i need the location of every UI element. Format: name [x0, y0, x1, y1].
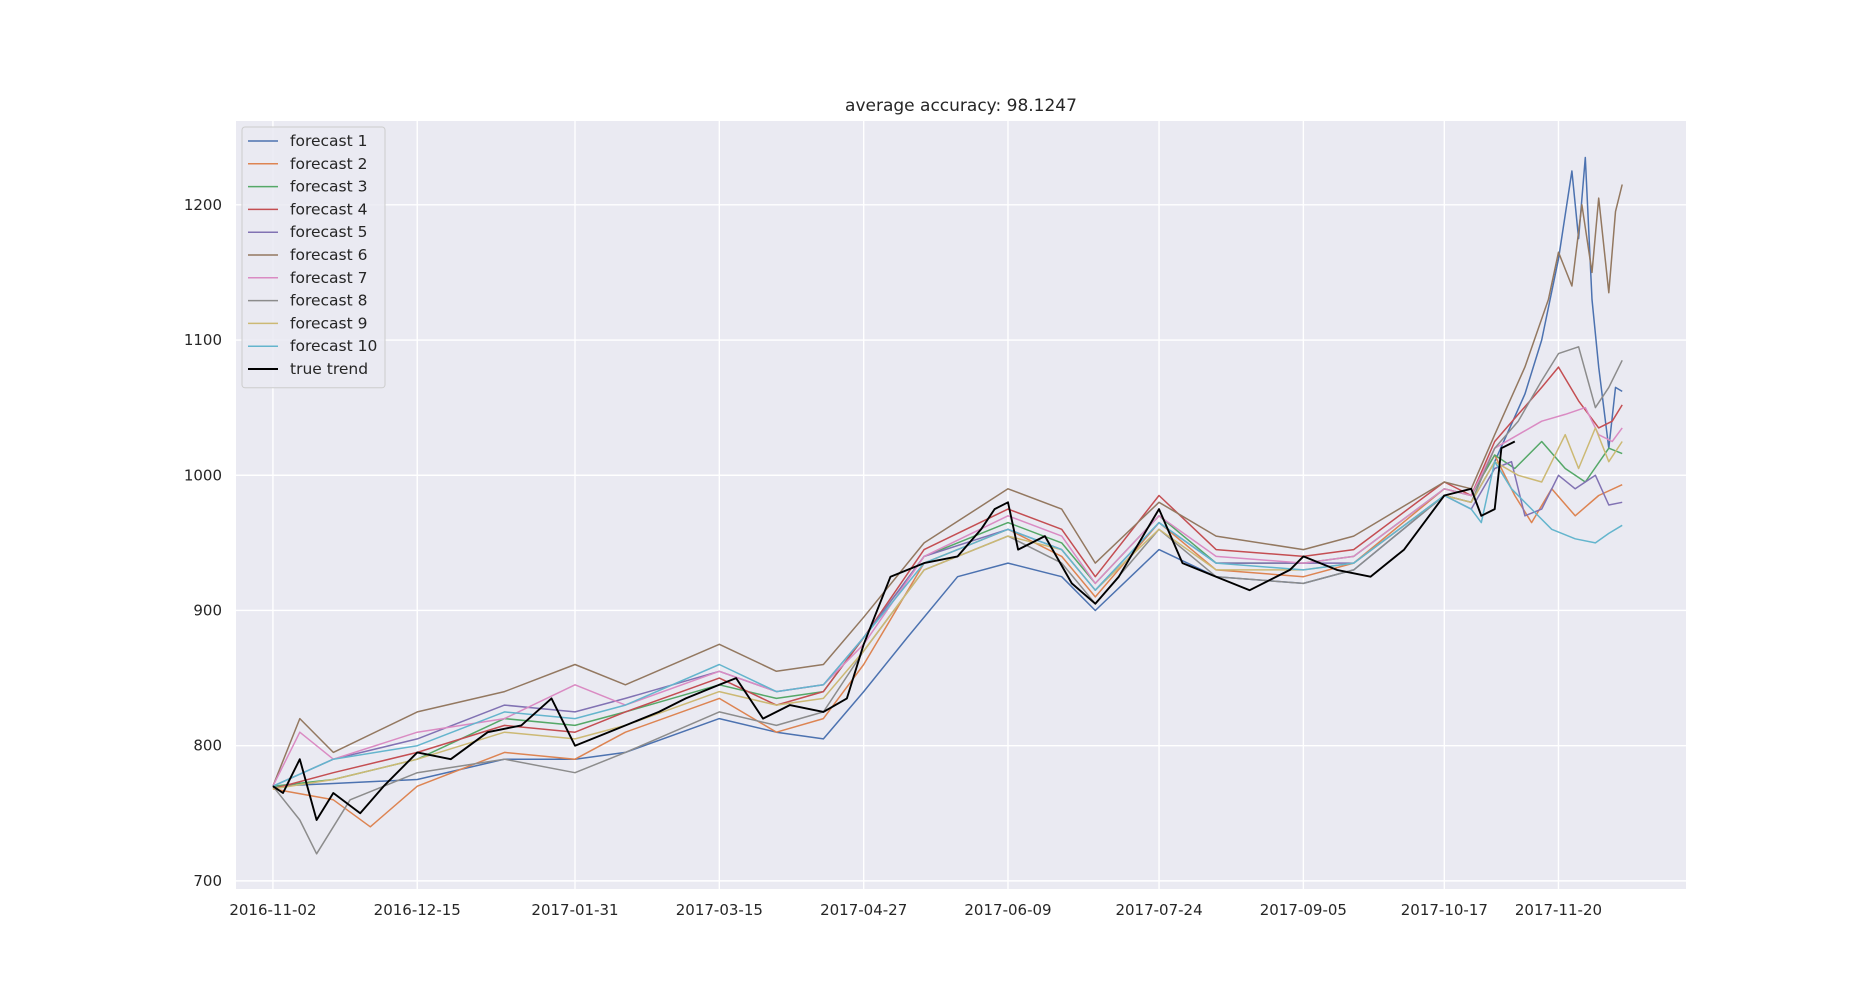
y-tick-label: 800: [193, 737, 222, 755]
y-tick-label: 1100: [184, 331, 222, 349]
legend-label: forecast 2: [290, 155, 367, 173]
x-tick-label: 2017-03-15: [676, 901, 763, 919]
legend: forecast 1 forecast 2 forecast 3 forecast 4…: [241, 126, 386, 389]
x-tick-label: 2017-01-31: [531, 901, 618, 919]
legend-label: forecast 10: [290, 337, 377, 355]
plot-area: [236, 121, 1686, 889]
x-tick-label: 2017-09-05: [1260, 901, 1347, 919]
series-line-10: [272, 460, 1623, 787]
series-line-8: [272, 346, 1623, 855]
series-line-4: [272, 366, 1623, 790]
series-layer: [272, 156, 1623, 855]
x-tick-label: 2017-07-24: [1115, 901, 1202, 919]
series-line-11: [272, 440, 1516, 821]
legend-label: forecast 8: [290, 292, 367, 310]
x-tick-label: 2017-06-09: [964, 901, 1051, 919]
legend-label: forecast 1: [290, 132, 367, 150]
chart-title: average accuracy: 98.1247: [845, 96, 1077, 116]
x-tick-label: 2017-11-20: [1515, 901, 1602, 919]
legend-box: [241, 126, 386, 389]
y-tick-label: 1200: [184, 196, 222, 214]
series-line-7: [272, 406, 1623, 787]
y-tick-label: 1000: [184, 466, 222, 484]
legend-label: forecast 7: [290, 269, 367, 287]
legend-label: forecast 3: [290, 178, 367, 196]
x-tick-label: 2017-04-27: [820, 901, 907, 919]
x-tick-label: 2016-12-15: [374, 901, 461, 919]
legend-label: forecast 9: [290, 314, 367, 332]
series-line-6: [272, 184, 1623, 787]
y-tick-label: 700: [193, 872, 222, 890]
series-line-9: [272, 427, 1623, 790]
legend-label: forecast 6: [290, 246, 367, 264]
legend-label: forecast 4: [290, 200, 367, 218]
legend-label: forecast 5: [290, 223, 367, 241]
x-tick-label: 2016-11-02: [229, 901, 316, 919]
x-tick-label: 2017-10-17: [1401, 901, 1488, 919]
tick-labels: 2016-11-02 2016-12-15 2017-01-31 2017-03-15…: [184, 196, 1602, 919]
legend-label: true trend: [290, 360, 368, 378]
y-tick-label: 900: [193, 601, 222, 619]
